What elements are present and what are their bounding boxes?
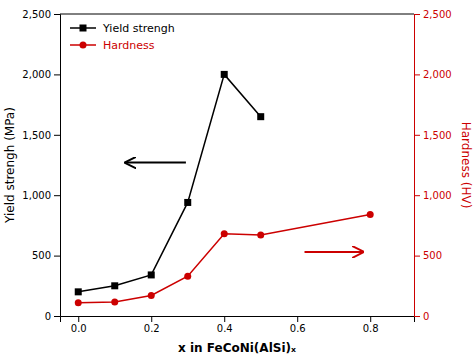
x-axis-tick: 0.6: [290, 316, 306, 334]
y-axis-tick-label: 500: [32, 250, 51, 261]
y2-axis-tick-mark: [414, 135, 420, 136]
y2-axis-tick-mark: [414, 74, 420, 75]
y-axis-tick: 1,500: [22, 130, 60, 141]
series-point: [367, 211, 374, 218]
series-point: [257, 113, 264, 120]
series-point: [75, 288, 82, 295]
series-point: [148, 292, 155, 299]
legend-swatch-marker: [80, 42, 87, 49]
y2-axis-tick-label: 500: [423, 250, 442, 261]
y2-axis-tick-label: 0: [423, 311, 429, 322]
y-axis: 0 500 1,000 1,500 2,000 2,500: [22, 9, 60, 322]
y-axis-tick-mark: [54, 135, 60, 136]
y2-axis-tick: 500: [414, 250, 442, 261]
y2-axis-tick-mark: [414, 316, 420, 317]
x-axis-tick: 0.4: [217, 316, 233, 334]
y-axis-tick-label: 0: [45, 311, 51, 322]
series-point: [257, 232, 264, 239]
x-axis-tick-label: 0.6: [290, 323, 306, 334]
series-point: [221, 230, 228, 237]
x-axis-tick: 0.0: [71, 316, 87, 334]
legend-swatch-marker: [80, 25, 87, 32]
series-point: [221, 71, 228, 78]
legend-item: Yield strengh: [70, 22, 175, 35]
y-axis-title: Yield strengh (MPa): [3, 107, 17, 224]
y-axis-tick-label: 2,000: [22, 69, 51, 80]
y2-axis-tick: 2,500: [414, 9, 452, 20]
y-axis-tick-mark: [54, 316, 60, 317]
y2-axis-line: [415, 15, 421, 317]
series-point: [148, 271, 155, 278]
series-line: [78, 74, 260, 291]
y2-axis-tick-label: 2,000: [423, 69, 452, 80]
arrow: [126, 162, 186, 164]
series-point: [184, 273, 191, 280]
series-point: [111, 299, 118, 306]
y2-axis: 0 500 1,000 1,500 2,000 2,500: [414, 9, 452, 322]
x-axis-tick-mark: [224, 316, 225, 322]
x-axis-tick: 0.2: [144, 316, 160, 334]
y2-axis-tick-label: 1,500: [423, 130, 452, 141]
y2-axis-tick-mark: [414, 256, 420, 257]
x-axis-tick-label: 0.2: [144, 323, 160, 334]
x-axis-tick-mark: [151, 316, 152, 322]
y-axis-tick-mark: [54, 256, 60, 257]
y2-axis-tick-mark: [414, 14, 420, 15]
x-axis-title: x in FeCoNi(AlSi)ₓ: [178, 341, 296, 355]
y-axis-tick: 2,000: [22, 69, 60, 80]
y-axis-tick: 2,500: [22, 9, 60, 20]
y2-axis-tick: 1,500: [414, 130, 452, 141]
series-point: [184, 199, 191, 206]
y2-axis-tick-label: 1,000: [423, 190, 452, 201]
series-point: [75, 299, 82, 306]
y-axis-tick: 500: [32, 250, 60, 261]
x-axis-tick: 0.8: [363, 316, 379, 334]
legend-label: Hardness: [103, 39, 155, 52]
legend: Yield strengh Hardness: [70, 22, 175, 52]
x-axis-tick-mark: [297, 316, 298, 322]
y2-axis-tick: 0: [414, 311, 429, 322]
legend-label: Yield strengh: [102, 22, 175, 35]
x-axis: 0.0 0.2 0.4 0.6 0.8: [61, 316, 415, 334]
y-axis-tick-label: 2,500: [22, 9, 51, 20]
plot-area: [75, 71, 374, 306]
y2-axis-tick: 2,000: [414, 69, 452, 80]
series-point: [111, 282, 118, 289]
series-line: [78, 215, 370, 303]
x-axis-tick-label: 0.4: [217, 323, 233, 334]
x-axis-line: [61, 317, 415, 323]
y-axis-tick-label: 1,000: [22, 190, 51, 201]
y2-axis-title: Hardness (HV): [459, 122, 473, 209]
x-axis-tick-label: 0.8: [363, 323, 379, 334]
y-axis-line: [54, 15, 61, 317]
plot-frame-top: [60, 14, 414, 15]
y2-axis-tick: 1,000: [414, 190, 452, 201]
y2-axis-tick-label: 2,500: [423, 9, 452, 20]
y-axis-tick-label: 1,500: [22, 130, 51, 141]
y-axis-tick-mark: [54, 74, 60, 75]
x-axis-tick-mark: [78, 316, 79, 322]
y-axis-tick-mark: [54, 195, 60, 196]
y-axis-tick: 0: [45, 311, 60, 322]
legend-item: Hardness: [70, 39, 155, 52]
chart: 0.00.20.40.60.805001,0001,5002,0002,5000…: [0, 0, 474, 362]
x-axis-tick-mark: [370, 316, 371, 322]
x-axis-tick-label: 0.0: [71, 323, 87, 334]
y2-axis-tick-mark: [414, 195, 420, 196]
y-axis-tick-mark: [54, 14, 60, 15]
y-axis-tick: 1,000: [22, 190, 60, 201]
arrow: [305, 251, 363, 253]
